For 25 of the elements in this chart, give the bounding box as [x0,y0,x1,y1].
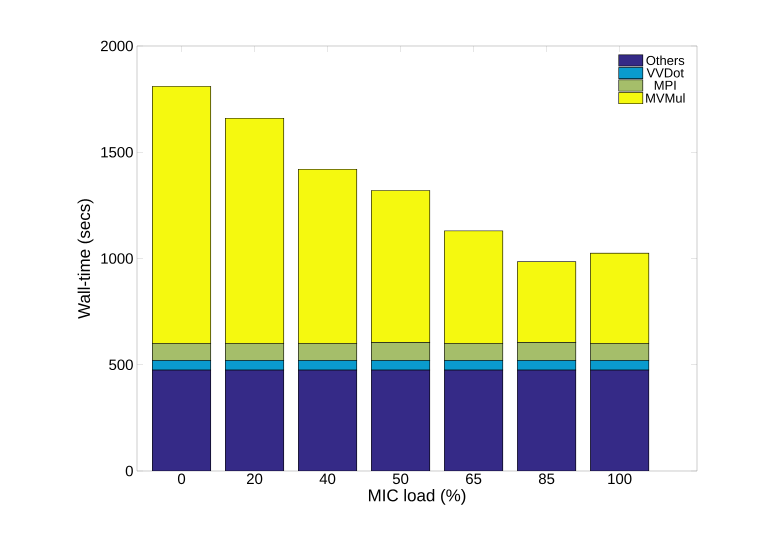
x-tick-label: 65 [466,474,482,484]
bar [517,370,576,471]
x-tick-label: 40 [320,474,336,484]
bar [444,370,503,471]
x-axis-title: MIC load (%) [368,488,466,505]
y-tick-label: 500 [109,359,133,370]
y-tick-label: 1000 [101,253,133,264]
legend-label: MPI [654,80,676,90]
x-tick-label: 20 [246,474,262,484]
y-tick-label: 2000 [100,40,133,52]
x-tick-label: 85 [538,474,554,484]
bar [152,370,211,471]
x-tick-label: 100 [608,474,632,484]
x-tick-label: 50 [392,474,408,484]
legend-label: VVDot [646,68,684,78]
y-tick-label: 1500 [101,146,133,158]
bar [298,370,357,471]
x-tick-label: 0 [178,474,186,484]
bar [590,370,650,471]
legend-label: MVMul [646,93,685,103]
y-tick-label: 0 [126,466,133,476]
bar [225,370,284,471]
bar [371,370,430,471]
legend-label: Others [646,56,684,66]
y-axis-title: Wall-time (secs) [78,199,94,319]
